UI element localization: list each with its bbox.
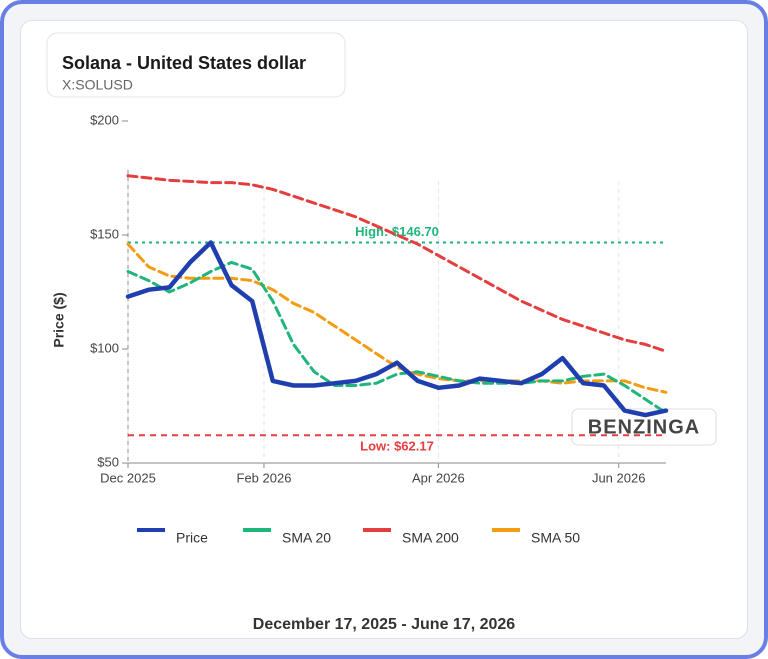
chart-title: Solana - United States dollar [62, 53, 306, 73]
legend-label: SMA 200 [402, 530, 459, 546]
x-tick-label: Jun 2026 [592, 470, 646, 485]
y-axis-label: Price ($) [51, 292, 67, 347]
watermark: BENZINGA [588, 416, 700, 438]
y-tick-label: $150 [90, 226, 119, 241]
legend-label: Price [176, 530, 208, 546]
watermark-box [571, 408, 717, 446]
title-box [46, 32, 346, 98]
legend-label: SMA 20 [282, 530, 331, 546]
series-line [126, 260, 668, 415]
y-tick-label: $200 [90, 112, 119, 127]
x-tick-label: Dec 2025 [100, 470, 156, 485]
series-line [125, 240, 669, 418]
y-tick-label: $100 [90, 340, 119, 355]
x-tick-label: Apr 2026 [412, 470, 465, 485]
chart-subtitle: X:SOLUSD [62, 77, 133, 93]
date-range: December 17, 2025 - June 17, 2026 [253, 616, 515, 633]
reference-label: Low: $62.17 [360, 439, 434, 454]
legend-label: SMA 50 [531, 530, 580, 546]
x-tick-label: Feb 2026 [237, 470, 292, 485]
reference-label: High: $146.70 [355, 224, 439, 239]
y-tick-label: $50 [97, 454, 119, 469]
series-line [126, 174, 668, 353]
card [20, 20, 748, 639]
series-line [126, 242, 668, 394]
